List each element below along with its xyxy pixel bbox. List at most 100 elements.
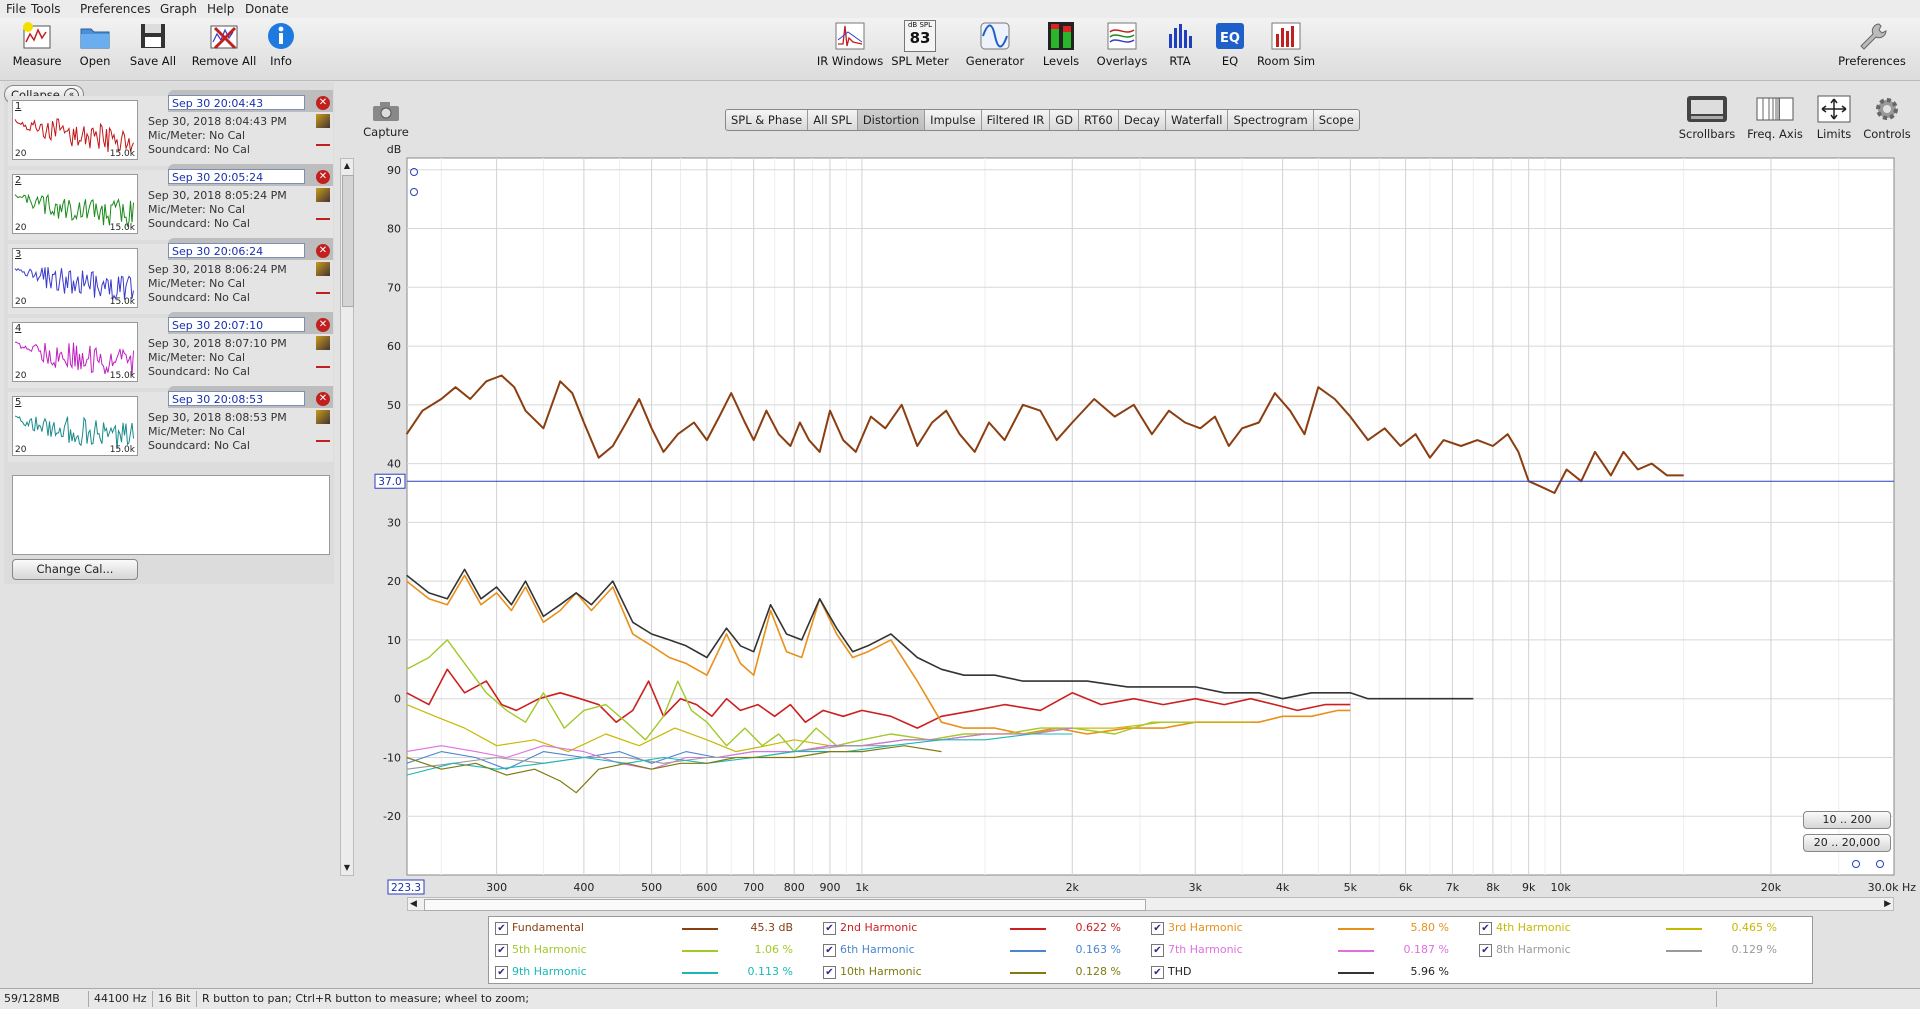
- trace-color-icon[interactable]: [316, 134, 330, 146]
- room-sim-button[interactable]: Room Sim: [1254, 18, 1318, 68]
- measure-button[interactable]: Measure: [10, 18, 64, 68]
- trace-color-icon[interactable]: [316, 282, 330, 294]
- equaliser-icon[interactable]: [316, 188, 330, 202]
- measurement-entry[interactable]: Sep 30 20:06:24 ✕ 3 20 15.0k Sep 30, 2018 8:0…: [8, 238, 333, 314]
- equaliser-icon[interactable]: [316, 336, 330, 350]
- trace-color-icon[interactable]: [316, 208, 330, 220]
- measurement-entry[interactable]: Sep 30 20:08:53 ✕ 5 20 15.0k Sep 30, 2018 8:0…: [8, 386, 333, 462]
- menu-file[interactable]: File: [6, 2, 27, 16]
- x-tick-label: 10k: [1550, 881, 1571, 894]
- legend-checkbox[interactable]: ✔: [823, 966, 836, 979]
- close-icon[interactable]: ✕: [316, 392, 330, 406]
- menu-donate[interactable]: Donate: [245, 2, 289, 16]
- measurement-name-field[interactable]: Sep 30 20:08:53: [168, 391, 305, 406]
- equaliser-icon[interactable]: [316, 410, 330, 424]
- overlays-button[interactable]: Overlays: [1094, 18, 1150, 68]
- measurement-thumbnail[interactable]: 5 20 15.0k: [12, 396, 138, 456]
- remove-all-button[interactable]: Remove All: [190, 18, 258, 68]
- levels-button[interactable]: Levels: [1040, 18, 1082, 68]
- measurement-thumbnail[interactable]: 1 20 15.0k: [12, 100, 138, 160]
- measurement-entry[interactable]: Sep 30 20:04:43 ✕ 1 20 15.0k Sep 30, 2018 8:0…: [8, 90, 333, 166]
- measurement-thumbnail[interactable]: 2 20 15.0k: [12, 174, 138, 234]
- capture-button[interactable]: Capture: [360, 100, 412, 139]
- tab-filtered-ir[interactable]: Filtered IR: [982, 110, 1051, 130]
- legend-checkbox[interactable]: ✔: [1479, 944, 1492, 957]
- range-20-20000-button[interactable]: 20 .. 20,000: [1803, 834, 1891, 852]
- hscroll-thumb[interactable]: [424, 899, 1146, 911]
- legend-checkbox[interactable]: ✔: [495, 944, 508, 957]
- measurement-thumbnail[interactable]: 4 20 15.0k: [12, 322, 138, 382]
- menu-help[interactable]: Help: [207, 2, 235, 16]
- series-line-4: [406, 704, 1251, 753]
- tab-impulse[interactable]: Impulse: [925, 110, 982, 130]
- tab-waterfall[interactable]: Waterfall: [1166, 110, 1229, 130]
- cursor-level-box: [374, 473, 406, 489]
- legend-checkbox[interactable]: ✔: [495, 922, 508, 935]
- scroll-up-arrow[interactable]: ▲: [343, 161, 351, 170]
- tab-decay[interactable]: Decay: [1119, 110, 1166, 130]
- measurement-name-field[interactable]: Sep 30 20:05:24: [168, 169, 305, 184]
- tab-all-spl[interactable]: All SPL: [808, 110, 858, 130]
- close-icon[interactable]: ✕: [316, 244, 330, 258]
- horizontal-scrollbar[interactable]: ◀ ▶: [407, 897, 1894, 911]
- x-tick-label: 3k: [1189, 881, 1203, 894]
- x-tick-label: 6k: [1399, 881, 1413, 894]
- tab-spl-phase[interactable]: SPL & Phase: [726, 110, 809, 130]
- preferences-button[interactable]: Preferences: [1834, 18, 1910, 68]
- change-cal-button[interactable]: Change Cal...: [12, 559, 138, 580]
- close-icon[interactable]: ✕: [316, 170, 330, 184]
- range-10-200-button[interactable]: 10 .. 200: [1803, 811, 1891, 829]
- vertical-scrollbar[interactable]: ▲ ▼: [340, 158, 354, 876]
- legend-checkbox[interactable]: ✔: [823, 922, 836, 935]
- eq-label: EQ: [1221, 54, 1239, 68]
- legend-checkbox[interactable]: ✔: [1479, 922, 1492, 935]
- tab-rt60[interactable]: RT60: [1079, 110, 1119, 130]
- legend-checkbox[interactable]: ✔: [1151, 922, 1164, 935]
- spl-meter-button[interactable]: dB SPL 83 SPL Meter: [888, 18, 952, 68]
- ir-windows-button[interactable]: IR Windows: [815, 18, 885, 68]
- equaliser-icon[interactable]: [316, 114, 330, 128]
- open-button[interactable]: Open: [70, 18, 120, 68]
- scroll-thumb[interactable]: [342, 175, 354, 307]
- info-button[interactable]: Info: [263, 18, 299, 68]
- trace-color-icon[interactable]: [316, 430, 330, 442]
- tab-gd[interactable]: GD: [1050, 110, 1080, 130]
- legend-checkbox[interactable]: ✔: [823, 944, 836, 957]
- rta-button[interactable]: RTA: [1162, 18, 1198, 68]
- measurement-entry[interactable]: Sep 30 20:05:24 ✕ 2 20 15.0k Sep 30, 2018 8:0…: [8, 164, 333, 240]
- legend-checkbox[interactable]: ✔: [1151, 944, 1164, 957]
- legend-series-value: 0.128 %: [1075, 965, 1121, 978]
- equaliser-icon[interactable]: [316, 262, 330, 276]
- thumbnail-trace: [14, 415, 134, 450]
- tab-distortion[interactable]: Distortion: [857, 110, 926, 130]
- hscroll-left-arrow[interactable]: ◀: [410, 899, 417, 909]
- legend-checkbox[interactable]: ✔: [1151, 966, 1164, 979]
- menu-graph[interactable]: Graph: [160, 2, 197, 16]
- measurement-name-field[interactable]: Sep 30 20:04:43: [168, 95, 305, 110]
- measurement-info: Sep 30, 2018 8:05:24 PM Mic/Meter: No Cal…: [148, 189, 287, 231]
- close-icon[interactable]: ✕: [316, 318, 330, 332]
- tab-scope[interactable]: Scope: [1318, 113, 1354, 127]
- hscroll-right-arrow[interactable]: ▶: [1884, 899, 1891, 909]
- measurement-name-field[interactable]: Sep 30 20:07:10: [168, 317, 305, 332]
- limits-button[interactable]: Limits: [1812, 94, 1856, 141]
- generator-button[interactable]: Generator: [962, 18, 1028, 68]
- tab-spectrogram[interactable]: Spectrogram: [1228, 110, 1314, 130]
- legend-item: ✔ THD 5.96 %: [1151, 964, 1471, 980]
- scroll-down-arrow[interactable]: ▼: [343, 863, 351, 872]
- notes-textarea[interactable]: [12, 475, 330, 555]
- legend-checkbox[interactable]: ✔: [495, 966, 508, 979]
- freq-axis-button[interactable]: Freq. Axis: [1744, 94, 1806, 141]
- close-icon[interactable]: ✕: [316, 96, 330, 110]
- measurement-entry[interactable]: Sep 30 20:07:10 ✕ 4 20 15.0k Sep 30, 2018 8:0…: [8, 312, 333, 388]
- measurement-name-field[interactable]: Sep 30 20:06:24: [168, 243, 305, 258]
- menu-preferences[interactable]: Preferences: [80, 2, 151, 16]
- trace-color-icon[interactable]: [316, 356, 330, 368]
- menu-tools[interactable]: Tools: [31, 2, 61, 16]
- save-all-button[interactable]: Save All: [126, 18, 180, 68]
- measurement-thumbnail[interactable]: 3 20 15.0k: [12, 248, 138, 308]
- controls-button[interactable]: Controls: [1860, 94, 1914, 141]
- scrollbars-button[interactable]: Scrollbars: [1675, 94, 1739, 141]
- eq-button[interactable]: EQ EQ: [1212, 18, 1248, 68]
- spl-badge-unit: dB SPL: [907, 21, 933, 29]
